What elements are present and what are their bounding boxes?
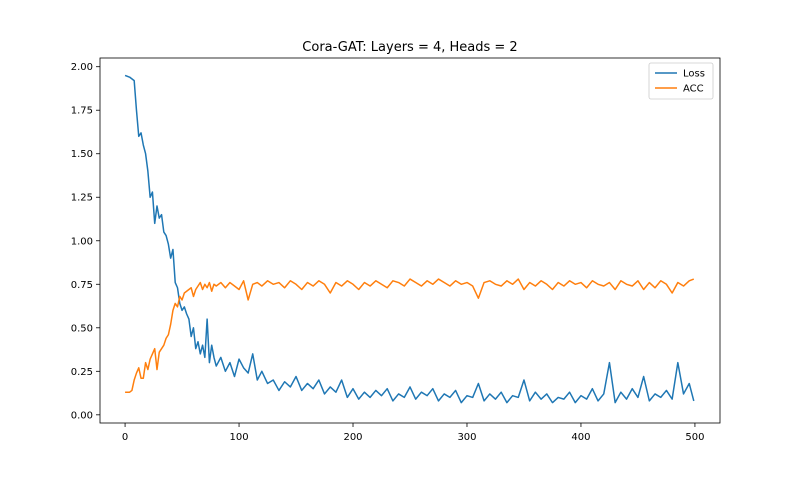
- legend-box: [648, 62, 714, 100]
- series-line-loss: [124, 74, 695, 404]
- y-tick-label: 1.25: [71, 193, 93, 204]
- x-axis: 0 100 200 300 400 500: [122, 423, 704, 443]
- x-tick-label: 400: [571, 432, 590, 443]
- y-tick-label: 0.50: [71, 323, 93, 334]
- legend-label-loss: Loss: [683, 69, 705, 80]
- y-tick-label: 0.75: [71, 280, 93, 291]
- x-tick-label: 300: [457, 432, 476, 443]
- x-tick-label: 0: [122, 432, 128, 443]
- x-tick-label: 500: [685, 432, 704, 443]
- series-layer: [124, 74, 695, 404]
- y-tick-label: 1.50: [71, 149, 93, 160]
- chart-title: Cora-GAT: Layers = 4, Heads = 2: [302, 40, 517, 55]
- y-tick-label: 0.00: [71, 410, 93, 421]
- series-line-acc: [125, 278, 695, 393]
- y-tick-label: 2.00: [71, 62, 93, 73]
- y-tick-label: 1.00: [71, 236, 93, 247]
- y-tick-label: 0.25: [71, 367, 93, 378]
- y-axis: 0.00 0.25 0.50 0.75 1.00 1.25 1.50 1.75 2.00: [71, 62, 100, 421]
- legend: Loss ACC: [648, 62, 714, 100]
- y-tick-label: 1.75: [71, 106, 93, 117]
- legend-label-acc: ACC: [683, 84, 704, 95]
- x-tick-label: 200: [343, 432, 362, 443]
- x-tick-label: 100: [229, 432, 248, 443]
